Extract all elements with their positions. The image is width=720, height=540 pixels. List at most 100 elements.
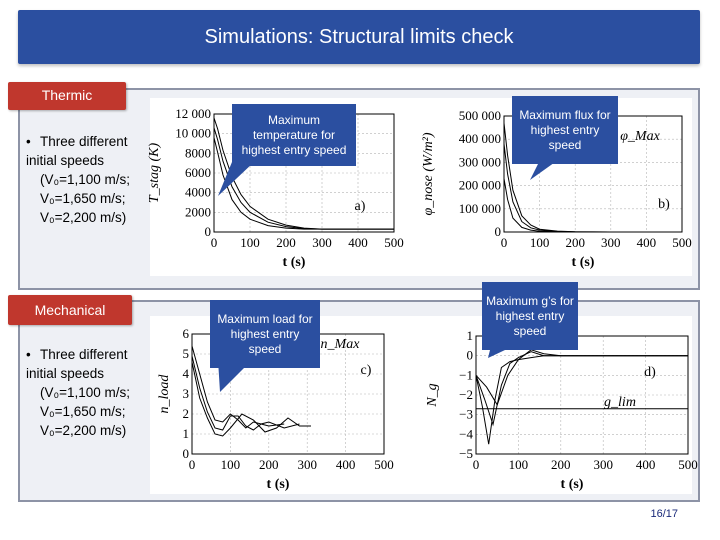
y-tick-label: 0 [205, 224, 212, 239]
y-axis-label: N_g [425, 383, 440, 407]
x-tick-label: 100 [240, 235, 260, 250]
x-tick-label: 300 [297, 457, 317, 472]
y-tick-label: 10 000 [175, 126, 211, 141]
callout-pointer [218, 162, 254, 196]
y-tick-label: 1 [183, 426, 190, 441]
annotation-label: n_Max [321, 337, 361, 352]
thermic-speed-line: V₀=2,200 m/s) [40, 210, 127, 225]
callout-a: Maximum temperature for highest entry sp… [218, 104, 356, 196]
thermic-section-tag: Thermic [8, 82, 126, 110]
callout-pointer [530, 160, 558, 180]
mechanical-bullet-text: Three different initial speeds [26, 347, 128, 381]
x-axis-label: t (s) [572, 255, 595, 270]
x-tick-label: 500 [374, 457, 394, 472]
panel-label: a) [355, 199, 366, 214]
series-line [503, 178, 682, 233]
annotation-label: g_lim [604, 395, 636, 410]
x-tick-label: 100 [530, 235, 550, 250]
thermic-tag-label: Thermic [41, 87, 93, 103]
annotation-label: φ_Max [620, 129, 660, 144]
y-tick-label: 200 000 [459, 178, 501, 193]
x-tick-label: 100 [509, 457, 529, 472]
x-tick-label: 300 [601, 235, 621, 250]
mechanical-speed-line: V₀=2,200 m/s) [40, 423, 127, 438]
x-tick-label: 200 [276, 235, 296, 250]
y-tick-label: −2 [459, 387, 473, 402]
callout-d: Maximum g’s for highest entry speed [482, 282, 578, 358]
y-tick-label: 0 [495, 224, 502, 239]
y-tick-label: 5 [183, 346, 190, 361]
bullet-dot-icon: • [26, 347, 31, 362]
x-tick-label: 500 [384, 235, 404, 250]
y-tick-label: 0 [467, 348, 474, 363]
bullet-dot-icon: • [26, 134, 31, 149]
page-number: 16/17 [650, 508, 678, 520]
callout-text: Maximum load for highest entry speed [217, 311, 313, 356]
slide-title: Simulations: Structural limits check [204, 25, 514, 48]
y-tick-label: 12 000 [175, 106, 211, 121]
mechanical-speed-line: (V₀=1,100 m/s; [40, 385, 131, 400]
x-tick-label: 200 [551, 457, 571, 472]
y-tick-label: −3 [459, 407, 473, 422]
x-tick-label: 0 [189, 457, 196, 472]
panel-label: c) [361, 363, 372, 378]
callout-box [482, 282, 578, 350]
series-line [475, 349, 688, 406]
y-tick-label: 2 [183, 406, 190, 421]
callout-box [210, 300, 320, 368]
mechanical-tag-label: Mechanical [34, 302, 106, 318]
callout-b: Maximum flux for highest entry speed [512, 96, 618, 180]
x-tick-label: 300 [593, 457, 613, 472]
callout-text: Maximum temperature for highest entry sp… [241, 112, 347, 157]
x-axis-label: t (s) [267, 477, 290, 492]
slide-title-bar: Simulations: Structural limits check [18, 10, 700, 64]
y-axis-label: T_stag (K) [147, 143, 162, 204]
x-tick-label: 400 [636, 457, 656, 472]
y-tick-label: 8000 [185, 145, 211, 160]
series-line [191, 345, 285, 429]
x-tick-label: 500 [672, 235, 692, 250]
y-tick-label: −1 [459, 367, 473, 382]
callout-box [232, 104, 356, 166]
thermic-bullet: • Three different initial speeds (V₀=1,10… [26, 132, 156, 227]
y-tick-label: 6000 [185, 165, 211, 180]
x-tick-label: 200 [565, 235, 585, 250]
y-tick-label: 1 [467, 328, 474, 343]
y-axis-label: n_load [157, 374, 172, 414]
y-tick-label: 400 000 [459, 131, 501, 146]
y-tick-label: 0 [183, 446, 190, 461]
y-tick-label: 4000 [185, 185, 211, 200]
series-line [191, 361, 311, 437]
y-tick-label: 100 000 [459, 201, 501, 216]
mechanical-speed-line: V₀=1,650 m/s; [40, 404, 126, 419]
x-tick-label: 200 [259, 457, 279, 472]
callout-box [512, 96, 618, 164]
x-tick-label: 400 [637, 235, 657, 250]
y-tick-label: 3 [183, 386, 190, 401]
mechanical-bullet: • Three different initial speeds (V₀=1,10… [26, 345, 156, 440]
x-axis-label: t (s) [283, 255, 306, 270]
y-axis-label: φ_nose (W/m²) [421, 132, 436, 215]
x-tick-label: 300 [312, 235, 332, 250]
series-line [191, 355, 300, 431]
thermic-speed-line: V₀=1,650 m/s; [40, 191, 126, 206]
y-tick-label: 300 000 [459, 154, 501, 169]
x-tick-label: 0 [501, 235, 508, 250]
y-tick-label: −4 [459, 426, 473, 441]
callout-text: Maximum g’s for highest entry speed [486, 293, 574, 338]
x-tick-label: 0 [211, 235, 218, 250]
thermic-speed-line: (V₀=1,100 m/s; [40, 172, 131, 187]
y-tick-label: 6 [183, 326, 190, 341]
panel-label: b) [658, 197, 670, 212]
y-tick-label: 2000 [185, 204, 211, 219]
y-tick-label: 4 [183, 366, 190, 381]
callout-c: Maximum load for highest entry speed [210, 300, 320, 392]
x-tick-label: 0 [473, 457, 480, 472]
plot-frame [475, 335, 689, 455]
callout-text: Maximum flux for highest entry speed [519, 107, 611, 152]
x-axis-label: t (s) [561, 477, 584, 492]
callout-layer: Maximum temperature for highest entry sp… [210, 96, 618, 392]
y-tick-label: 500 000 [459, 108, 501, 123]
series-line [213, 137, 394, 230]
